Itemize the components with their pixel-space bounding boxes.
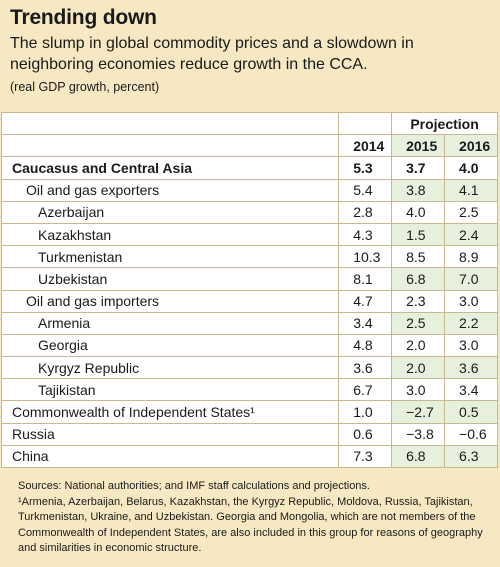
value-cell: 7.0 <box>444 267 498 291</box>
year-header: 2016 <box>444 134 498 158</box>
value-cell: 3.4 <box>338 311 393 335</box>
value-cell: 10.3 <box>338 245 393 269</box>
row-label: Tajikistan <box>0 378 340 402</box>
value-cell: 3.0 <box>444 333 498 358</box>
table-row: Tajikistan 6.7 3.0 3.4 <box>0 378 498 402</box>
value-cell: 2.0 <box>391 333 446 358</box>
gdp-growth-table: Projection 2014 2015 2016 Caucasus and C… <box>0 111 498 469</box>
value-cell: 2.2 <box>444 311 498 335</box>
table-row: Turkmenistan 10.3 8.5 8.9 <box>0 245 498 269</box>
value-cell: 3.0 <box>444 289 498 313</box>
row-label: Armenia <box>0 311 340 335</box>
value-cell: 0.5 <box>444 400 498 424</box>
value-cell: 3.4 <box>444 378 498 402</box>
value-cell: 2.5 <box>444 200 498 224</box>
value-cell: 6.7 <box>338 378 393 402</box>
value-cell: 4.8 <box>338 333 393 358</box>
table-row: Kazakhstan 4.3 1.5 2.4 <box>0 222 498 247</box>
year-header: 2014 <box>338 134 393 158</box>
units-label: (real GDP growth, percent) <box>10 80 160 94</box>
row-label: China <box>0 444 340 469</box>
row-label: Georgia <box>0 333 340 358</box>
row-label: Kyrgyz Republic <box>0 356 340 380</box>
sources-note: Sources: National authorities; and IMF s… <box>18 480 370 492</box>
year-header-row: 2014 2015 2016 <box>0 134 498 158</box>
footnote: ¹Armenia, Azerbaijan, Belarus, Kazakhsta… <box>18 495 483 555</box>
value-cell: 6.8 <box>391 444 446 469</box>
table-row: Russia 0.6 −3.8 −0.6 <box>0 422 498 446</box>
value-cell: −0.6 <box>444 422 498 446</box>
year-header: 2015 <box>391 134 446 158</box>
value-cell: 0.6 <box>338 422 393 446</box>
value-cell: 3.0 <box>391 378 446 402</box>
value-cell: 5.3 <box>338 156 393 180</box>
row-label: Uzbekistan <box>0 267 340 291</box>
row-label: Caucasus and Central Asia <box>0 156 340 180</box>
notes: Sources: National authorities; and IMF s… <box>18 479 488 557</box>
value-cell: 5.4 <box>338 178 393 202</box>
projection-label: Projection <box>391 111 498 136</box>
blank-header-cell <box>0 134 340 158</box>
value-cell: 8.1 <box>338 267 393 291</box>
table-row: Kyrgyz Republic 3.6 2.0 3.6 <box>0 356 498 380</box>
row-label: Oil and gas exporters <box>0 178 340 202</box>
value-cell: 2.3 <box>391 289 446 313</box>
value-cell: 7.3 <box>338 444 393 469</box>
value-cell: 1.0 <box>338 400 393 424</box>
value-cell: 4.7 <box>338 289 393 313</box>
value-cell: 4.3 <box>338 222 393 247</box>
table-row: China 7.3 6.8 6.3 <box>0 444 498 469</box>
value-cell: 3.8 <box>391 178 446 202</box>
table-row: Caucasus and Central Asia 5.3 3.7 4.0 <box>0 156 498 180</box>
blank-header-cell <box>0 111 340 136</box>
value-cell: −3.8 <box>391 422 446 446</box>
value-cell: 3.7 <box>391 156 446 180</box>
value-cell: 8.9 <box>444 245 498 269</box>
subtitle: The slump in global commodity prices and… <box>10 35 414 73</box>
value-cell: 3.6 <box>444 356 498 380</box>
table-row: Georgia 4.8 2.0 3.0 <box>0 333 498 358</box>
value-cell: 2.4 <box>444 222 498 247</box>
blank-header-cell <box>338 111 393 136</box>
row-label: Azerbaijan <box>0 200 340 224</box>
page-title: Trending down <box>10 6 157 29</box>
value-cell: 1.5 <box>391 222 446 247</box>
value-cell: 2.8 <box>338 200 393 224</box>
table-row: Uzbekistan 8.1 6.8 7.0 <box>0 267 498 291</box>
value-cell: 4.0 <box>391 200 446 224</box>
panel-header: Trending down The slump in global commod… <box>0 0 500 95</box>
value-cell: 4.1 <box>444 178 498 202</box>
table-row: Commonwealth of Independent States¹ 1.0 … <box>0 400 498 424</box>
value-cell: 4.0 <box>444 156 498 180</box>
value-cell: 3.6 <box>338 356 393 380</box>
row-label: Kazakhstan <box>0 222 340 247</box>
value-cell: 6.8 <box>391 267 446 291</box>
value-cell: −2.7 <box>391 400 446 424</box>
row-label: Turkmenistan <box>0 245 340 269</box>
row-label: Russia <box>0 422 340 446</box>
value-cell: 6.3 <box>444 444 498 469</box>
row-label: Commonwealth of Independent States¹ <box>0 400 340 424</box>
value-cell: 2.0 <box>391 356 446 380</box>
value-cell: 8.5 <box>391 245 446 269</box>
table-row: Oil and gas importers 4.7 2.3 3.0 <box>0 289 498 313</box>
projection-header-row: Projection <box>0 111 498 136</box>
table-row: Oil and gas exporters 5.4 3.8 4.1 <box>0 178 498 202</box>
value-cell: 2.5 <box>391 311 446 335</box>
table-row: Azerbaijan 2.8 4.0 2.5 <box>0 200 498 224</box>
table-row: Armenia 3.4 2.5 2.2 <box>0 311 498 335</box>
row-label: Oil and gas importers <box>0 289 340 313</box>
